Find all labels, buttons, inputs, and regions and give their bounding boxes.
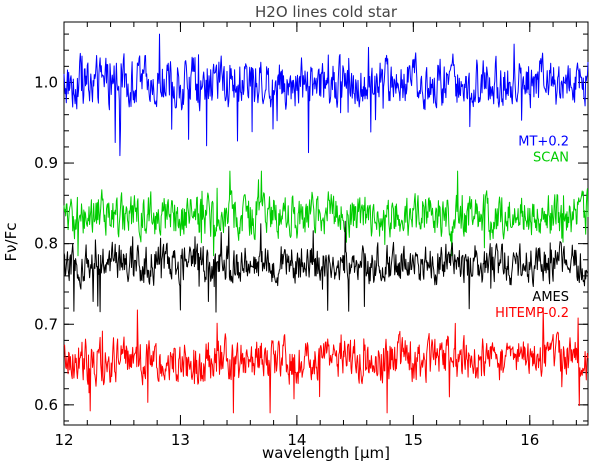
- x-tick-label: 13: [171, 431, 190, 449]
- x-axis: 12 13 14 15 16: [54, 22, 577, 449]
- plot-frame: [63, 21, 589, 426]
- y-tick-label: 0.9: [34, 154, 58, 172]
- series-line-hitemp-0-2: [63, 307, 589, 414]
- chart-title: H2O lines cold star: [255, 3, 398, 21]
- y-axis: 0.6 0.7 0.8 0.9 1.0: [34, 33, 588, 422]
- x-tick-label: 15: [404, 431, 423, 449]
- x-tick-label: 12: [54, 431, 73, 449]
- plot-border: [63, 21, 589, 426]
- legend-label: SCAN: [533, 150, 569, 165]
- series-line-scan: [63, 170, 589, 257]
- x-tick-label: 14: [287, 431, 306, 449]
- legend-label: HITEMP-0.2: [495, 306, 569, 321]
- series-group: [63, 33, 589, 414]
- y-tick-label: 0.6: [34, 396, 58, 414]
- x-axis-title: wavelength [μm]: [262, 444, 390, 462]
- x-tick-label: 16: [520, 431, 539, 449]
- series-line-mt-0-2: [63, 33, 589, 157]
- series-line-ames: [63, 220, 589, 313]
- y-tick-label: 0.7: [34, 315, 58, 333]
- legend-label: MT+0.2: [518, 134, 569, 149]
- y-tick-label: 1.0: [34, 73, 58, 91]
- y-axis-title: Fν/Fc: [2, 223, 20, 262]
- y-tick-label: 0.8: [34, 235, 58, 253]
- legend-label: AMES: [532, 290, 569, 305]
